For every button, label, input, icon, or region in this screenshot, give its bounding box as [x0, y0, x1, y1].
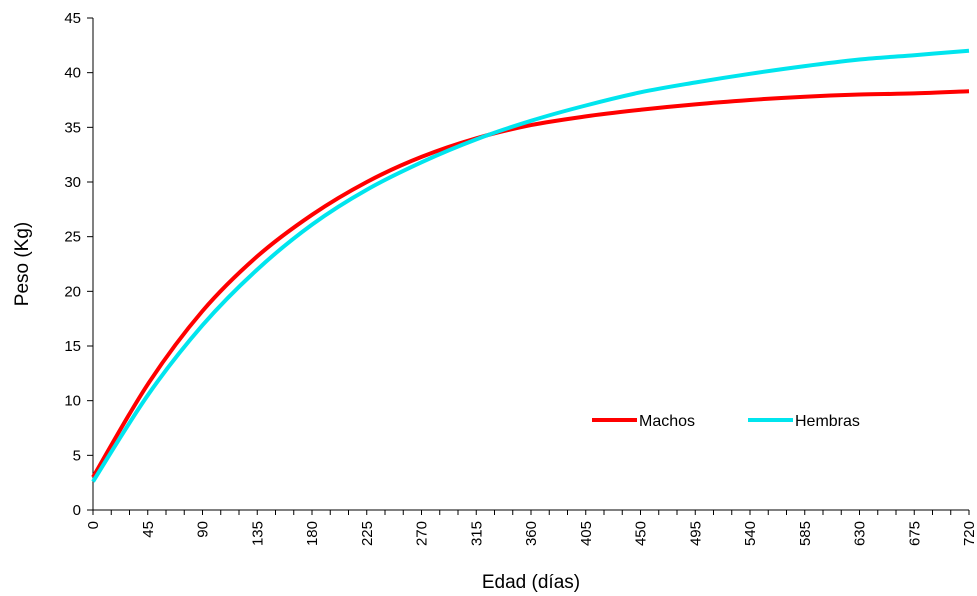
y-tick-label: 15 [64, 338, 81, 355]
y-tick-label: 10 [64, 393, 81, 410]
y-tick-label: 30 [64, 174, 81, 191]
legend-label-machos: Machos [639, 413, 695, 430]
x-tick-label: 90 [195, 521, 212, 538]
x-tick-label: 630 [852, 521, 869, 546]
y-tick-label: 20 [64, 283, 81, 300]
series-lines [91, 48, 970, 483]
x-tick-label: 225 [359, 521, 376, 546]
y-tick-label: 35 [64, 119, 81, 136]
x-tick-label: 495 [687, 521, 704, 546]
x-tick-label: 45 [140, 521, 157, 538]
y-tick-label: 5 [73, 447, 81, 464]
y-tick-label: 25 [64, 229, 81, 246]
y-axis-ticks: 0 5 10 15 20 25 30 35 40 45 [64, 10, 93, 519]
y-tick-label: 0 [73, 502, 81, 519]
x-tick-label: 180 [304, 521, 321, 546]
x-tick-label: 270 [414, 521, 431, 546]
x-tick-label: 540 [742, 521, 759, 546]
series-line-hembras [91, 48, 970, 483]
x-axis-title: Edad (días) [482, 572, 580, 593]
y-tick-label: 45 [64, 10, 81, 27]
y-axis-title: Peso (Kg) [12, 222, 33, 306]
x-tick-label: 405 [578, 521, 595, 546]
y-tick-label: 40 [64, 65, 81, 82]
x-tick-label: 720 [961, 521, 977, 546]
x-tick-label: 315 [468, 521, 485, 546]
x-axis-ticks: 0 45 90 135 180 225 270 315 360 405 450 495 540 585 63… [85, 510, 977, 546]
x-tick-label: 360 [523, 521, 540, 546]
series-line-machos [91, 89, 970, 479]
x-tick-label: 585 [797, 521, 814, 546]
x-tick-label: 675 [906, 521, 923, 546]
x-tick-label: 135 [249, 521, 266, 546]
legend-label-hembras: Hembras [795, 413, 860, 430]
legend: Machos Hembras [592, 413, 860, 430]
x-tick-label: 450 [633, 521, 650, 546]
x-tick-label: 0 [85, 521, 102, 529]
